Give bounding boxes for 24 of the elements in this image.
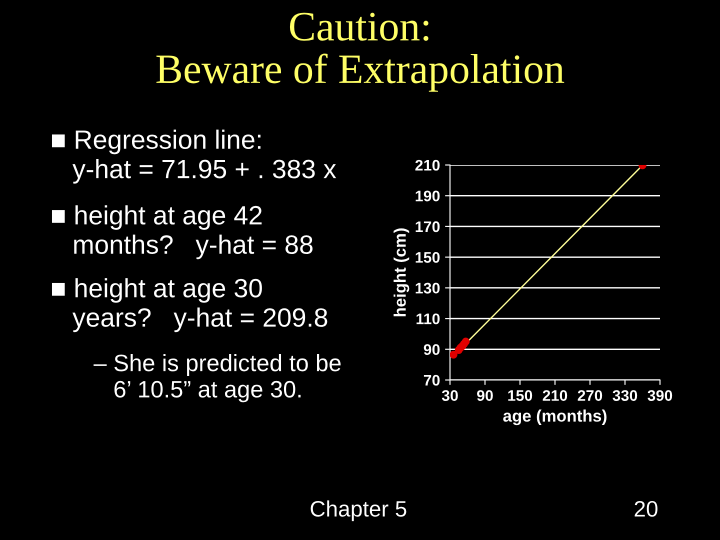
y-tick-label: 90 bbox=[424, 344, 440, 355]
y-tick-label: 130 bbox=[416, 282, 440, 294]
x-tick-label: 210 bbox=[542, 390, 568, 401]
x-tick-label: 90 bbox=[477, 390, 493, 401]
text: ■ Regression line: y-hat = 71.95 + . 383 x bbox=[52, 130, 336, 184]
x-tick-label: 150 bbox=[508, 390, 532, 401]
y-tick-label: 70 bbox=[424, 374, 440, 386]
text: Chapter 5 bbox=[310, 500, 406, 522]
y-tick-label: 190 bbox=[416, 190, 440, 202]
y-axis-title: height (cm) bbox=[394, 228, 410, 316]
chart-title: Caution: Beware of Extrapolation bbox=[156, 12, 564, 92]
x-tick-label: 330 bbox=[612, 390, 638, 401]
y-tick-label: 210 bbox=[415, 160, 440, 171]
x-tick-label: 390 bbox=[648, 390, 672, 401]
y-tick-label: 150 bbox=[416, 252, 440, 263]
text: – She is predicted to be 6’ 10.5” at age 30. bbox=[94, 354, 341, 402]
y-tick-label: 110 bbox=[416, 313, 440, 324]
x-tick-label: 270 bbox=[578, 390, 602, 401]
y-tick-label: 170 bbox=[416, 221, 440, 232]
text: ■ height at age 42 months? y-hat = 88 bbox=[52, 205, 313, 260]
x-axis-title: age (months) bbox=[503, 410, 606, 426]
text: ■ height at age 30 years? y-hat = 209.8 bbox=[52, 278, 328, 332]
text: 20 bbox=[634, 500, 658, 517]
x-tick-label: 30 bbox=[442, 390, 458, 401]
